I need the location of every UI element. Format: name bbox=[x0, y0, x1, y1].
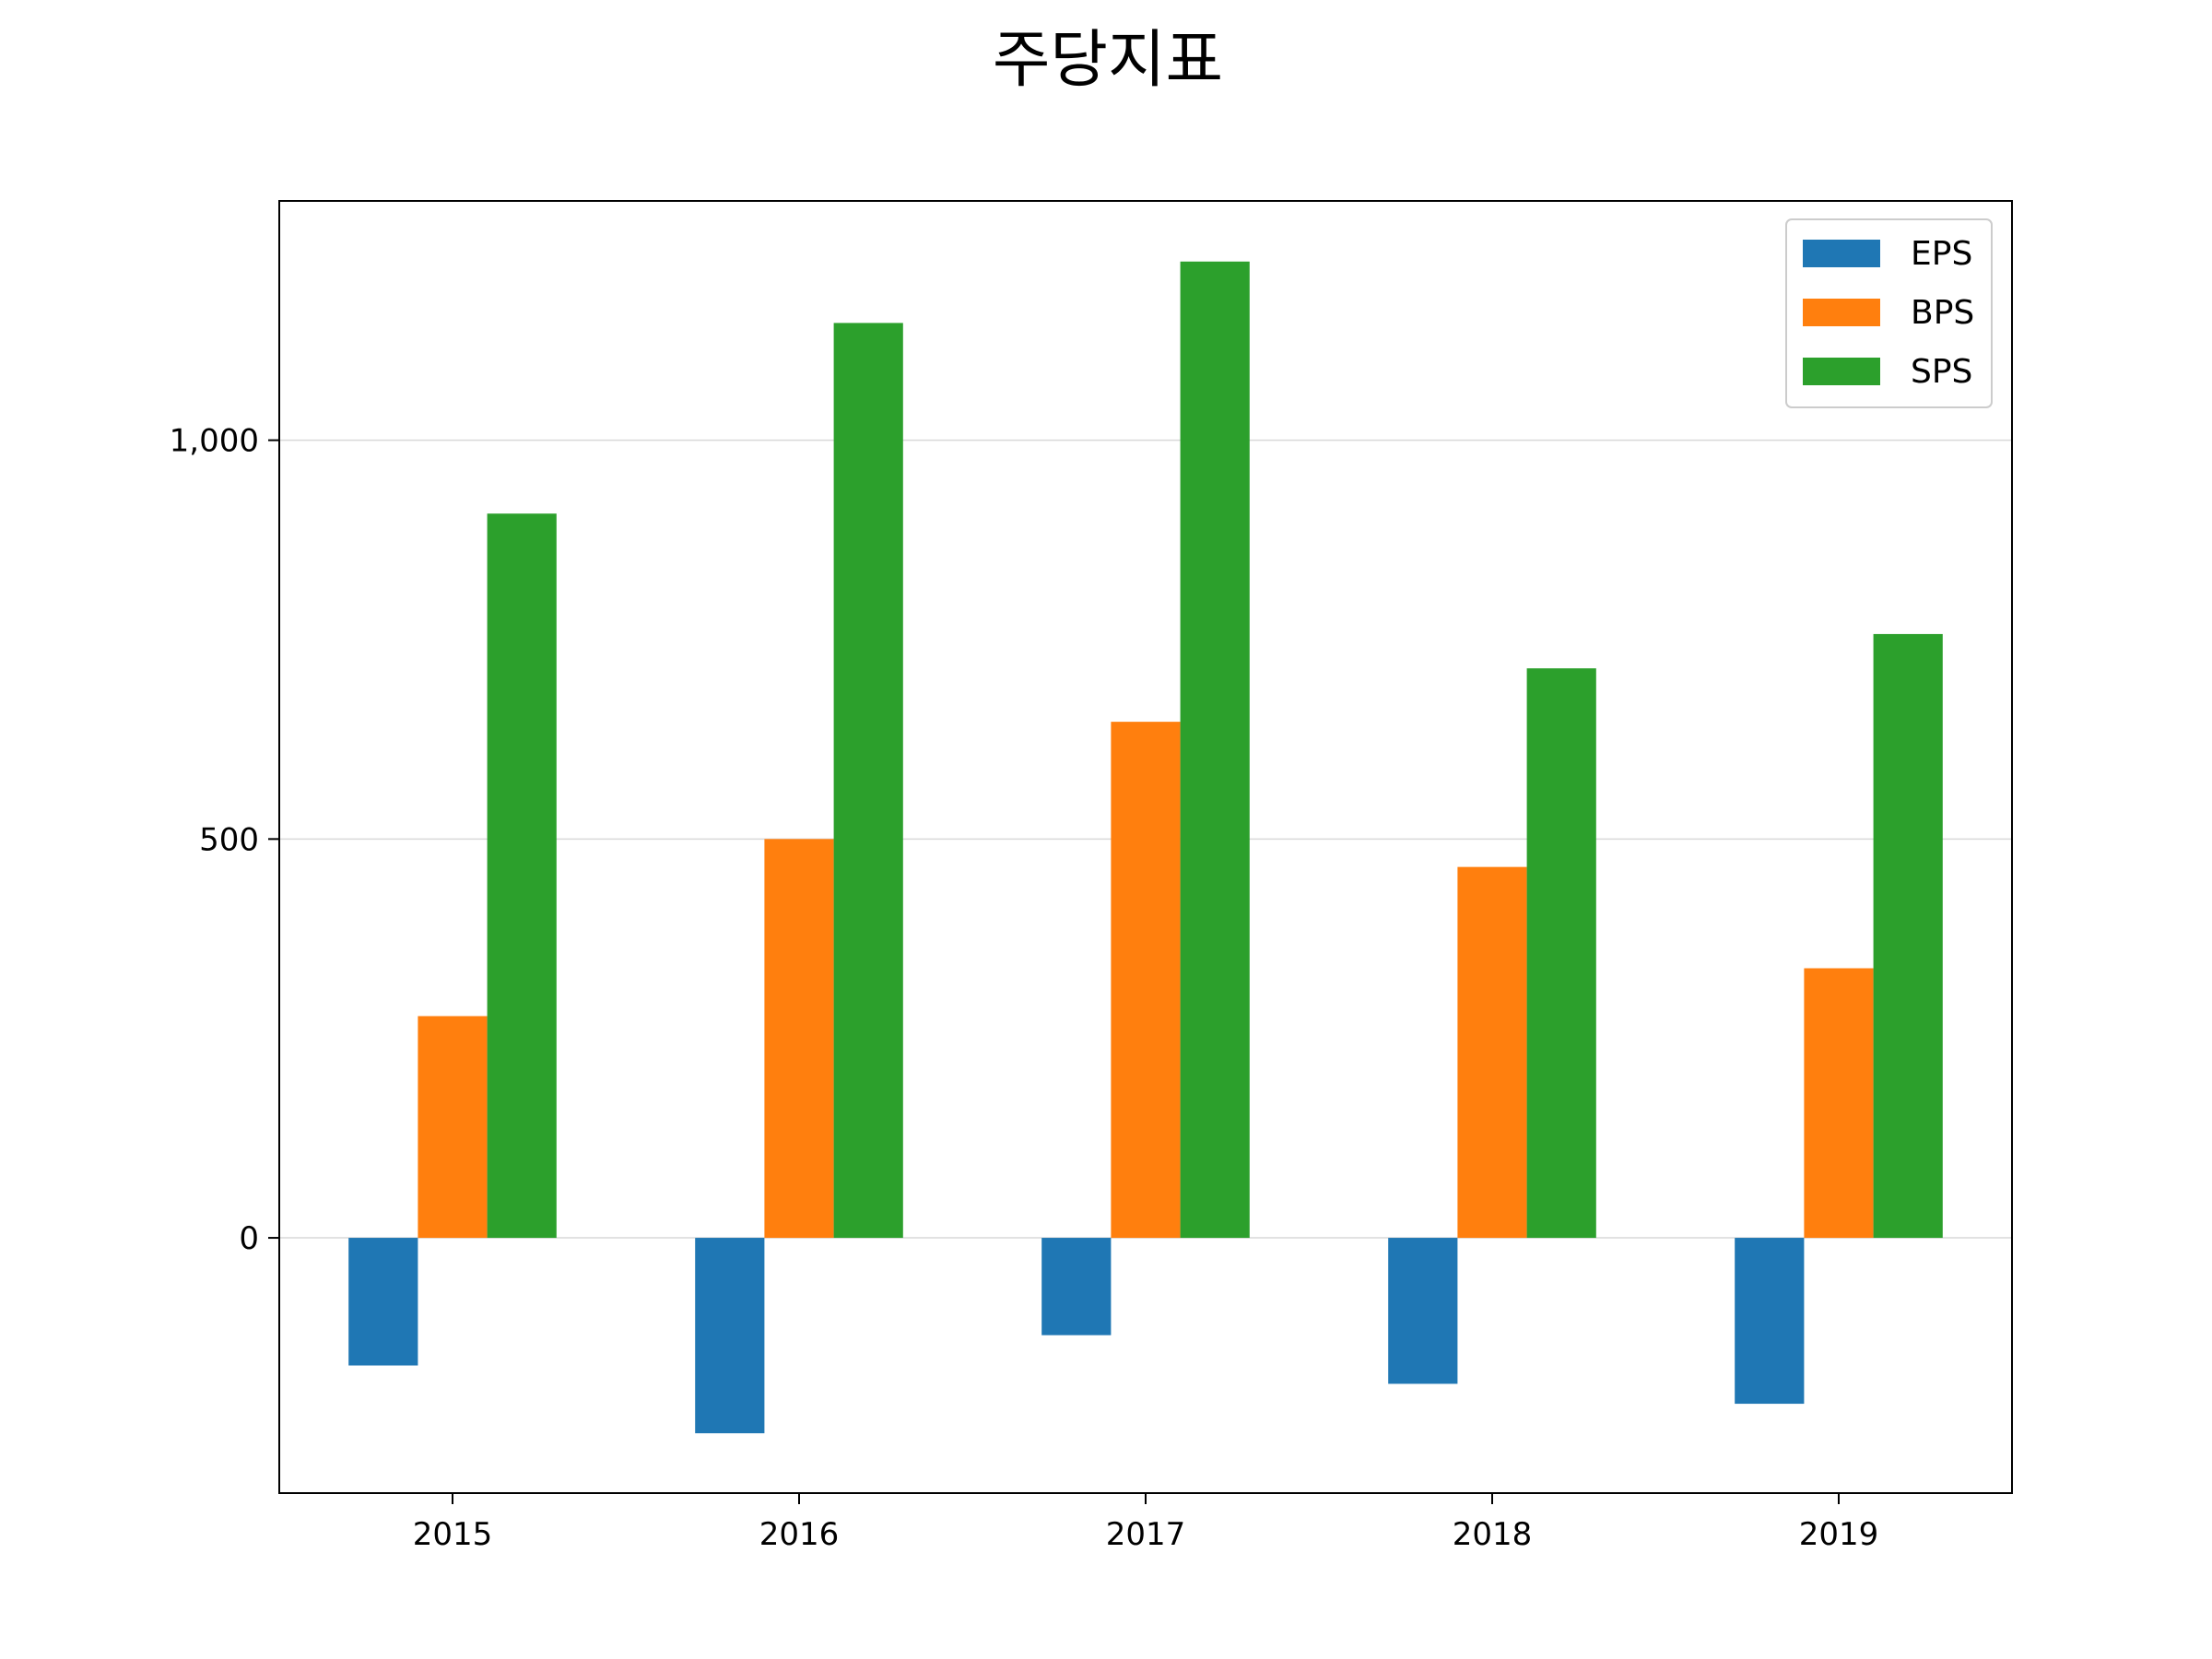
x-tick-label: 2018 bbox=[1453, 1516, 1533, 1553]
bar-eps-2016 bbox=[695, 1238, 765, 1434]
legend-swatch-eps bbox=[1803, 240, 1880, 267]
bar-eps-2018 bbox=[1388, 1238, 1458, 1384]
axes: 0 500 1,000 2015 2016 2017 2018 2019 bbox=[170, 200, 2013, 1553]
bar-sps-2018 bbox=[1526, 668, 1596, 1239]
chart-title: 주당지표 bbox=[993, 24, 1223, 97]
x-tick-label: 2015 bbox=[413, 1516, 493, 1553]
legend-label-eps: EPS bbox=[1911, 235, 1972, 273]
bar-bps-2018 bbox=[1457, 866, 1527, 1239]
y-tick-label: 500 bbox=[199, 821, 259, 858]
bar-bps-2019 bbox=[1804, 968, 1874, 1239]
y-tick-label: 1,000 bbox=[170, 423, 259, 460]
x-tick-label: 2019 bbox=[1799, 1516, 1879, 1553]
legend-swatch-bps bbox=[1803, 299, 1880, 326]
legend-swatch-sps bbox=[1803, 358, 1880, 385]
bar-sps-2015 bbox=[487, 513, 557, 1239]
bar-sps-2019 bbox=[1873, 633, 1943, 1239]
legend: EPS BPS SPS bbox=[1785, 218, 1993, 408]
bar-eps-2015 bbox=[348, 1238, 418, 1366]
x-tick-label: 2017 bbox=[1106, 1516, 1186, 1553]
bar-bps-2015 bbox=[418, 1016, 488, 1239]
bar-sps-2016 bbox=[833, 323, 903, 1239]
y-tick-label: 0 bbox=[239, 1220, 259, 1257]
bar-bps-2017 bbox=[1111, 722, 1181, 1239]
legend-label-bps: BPS bbox=[1911, 294, 1974, 332]
legend-label-sps: SPS bbox=[1911, 353, 1972, 391]
bar-sps-2017 bbox=[1180, 261, 1250, 1239]
bars bbox=[348, 261, 1943, 1434]
x-tick-label: 2016 bbox=[759, 1516, 840, 1553]
bar-eps-2019 bbox=[1735, 1238, 1805, 1405]
bar-bps-2016 bbox=[764, 839, 834, 1239]
bar-eps-2017 bbox=[1041, 1238, 1112, 1335]
